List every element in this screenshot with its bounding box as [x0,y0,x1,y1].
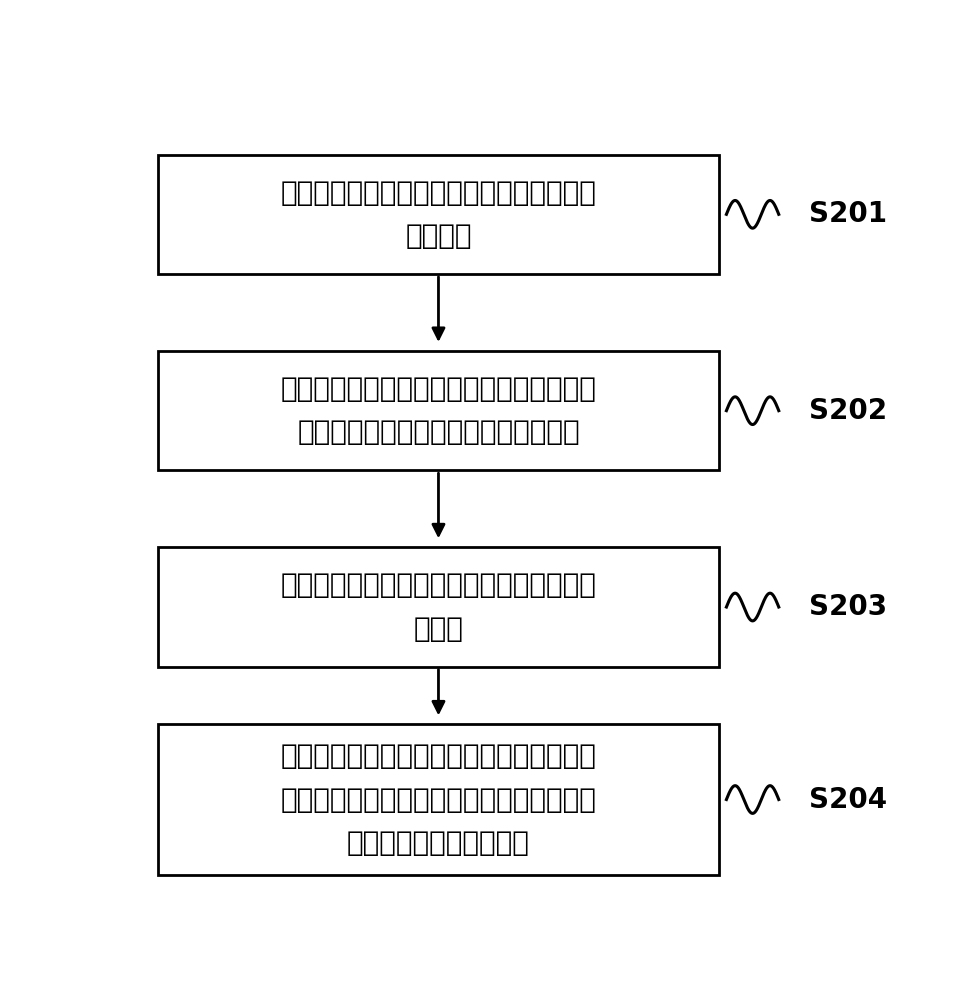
Bar [158,724,719,875]
Text: 将所述订单信息输入所述第一司机对应的司
机接单意愿预估模型，并得到所述第一司机
对于所述订单的接单意愿: 将所述订单信息输入所述第一司机对应的司 机接单意愿预估模型，并得到所述第一司机 … [281,742,596,857]
Text: S201: S201 [809,200,887,228]
Bar [158,351,719,470]
Text: 获得第一司机的司机信息、第一司机的历史
订单信息: 获得第一司机的司机信息、第一司机的历史 订单信息 [281,179,596,250]
Bar [158,155,719,274]
Text: 根据在线叫车服务平台接收到的订单确定订
单信息: 根据在线叫车服务平台接收到的订单确定订 单信息 [281,571,596,643]
Text: S202: S202 [809,397,887,425]
Text: 根据所述司机信息及历史订单信息建立所述
第一司机对应的司机接单意愿预估模型: 根据所述司机信息及历史订单信息建立所述 第一司机对应的司机接单意愿预估模型 [281,375,596,446]
Text: S203: S203 [809,593,887,621]
Text: S204: S204 [809,786,887,814]
Bar [158,547,719,667]
